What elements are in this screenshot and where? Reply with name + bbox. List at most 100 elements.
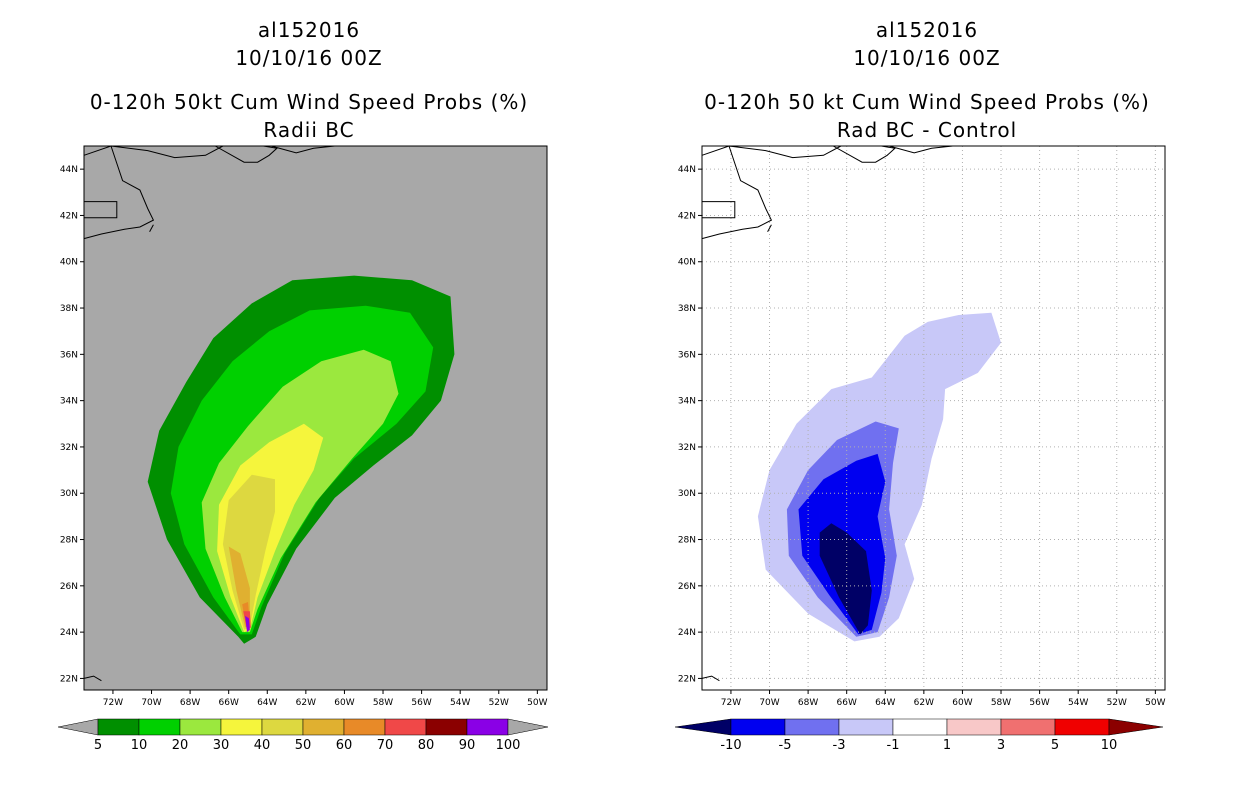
y-tick-label: 34N: [678, 397, 696, 407]
colorbar-label: -10: [720, 738, 741, 753]
colorbar-swatch: [302, 718, 345, 736]
y-tick-label: 30N: [678, 489, 696, 499]
colorbar-swatch: [261, 718, 304, 736]
colorbar-swatch: [730, 718, 786, 736]
y-tick-label: 34N: [60, 397, 78, 407]
colorbar-label: 80: [418, 738, 435, 753]
y-tick-label: 26N: [60, 582, 78, 592]
chart-title: 0-120h 50 kt Cum Wind Speed Probs (%): [704, 90, 1150, 114]
y-tick-label: 36N: [60, 350, 78, 360]
colorbar-swatch: [1054, 718, 1110, 736]
y-tick-label: 38N: [60, 304, 78, 314]
coastline: [149, 224, 154, 232]
coastline: [767, 224, 772, 232]
colorbar-label: 10: [131, 738, 148, 753]
y-tick-label: 38N: [678, 304, 696, 314]
plot-frame: [83, 145, 548, 691]
colorbar-label: 10: [1101, 738, 1118, 753]
colorbar-label: 3: [997, 738, 1005, 753]
x-tick-label: 56W: [411, 698, 431, 708]
coastline: [214, 145, 278, 163]
colorbar-swatch: [892, 718, 948, 736]
colorbar-swatch: [179, 718, 222, 736]
y-tick-label: 32N: [60, 443, 78, 453]
x-tick-label: 72W: [721, 698, 741, 708]
x-tick-label: 58W: [373, 698, 393, 708]
x-tick-label: 54W: [450, 698, 470, 708]
colorbar-swatch: [220, 718, 263, 736]
colorbar-swatch: [946, 718, 1002, 736]
y-tick-label: 28N: [678, 536, 696, 546]
chart-subtitle: Radii BC: [263, 118, 355, 142]
colorbar-label: -5: [779, 738, 792, 753]
x-tick-label: 66W: [837, 698, 857, 708]
y-tick-label: 28N: [60, 536, 78, 546]
colorbar-swatch: [97, 718, 140, 736]
colorbar-arrow-high: [507, 718, 549, 736]
coastline: [270, 145, 335, 154]
x-tick-label: 64W: [875, 698, 895, 708]
colorbar-swatch: [1000, 718, 1056, 736]
coastline: [83, 675, 102, 682]
y-tick-label: 40N: [60, 258, 78, 268]
y-tick-label: 40N: [678, 258, 696, 268]
chart-subtitle: Rad BC - Control: [836, 118, 1018, 142]
chart-title: 0-120h 50kt Cum Wind Speed Probs (%): [89, 90, 529, 114]
colorbar-label: 50: [295, 738, 312, 753]
y-tick-label: 44N: [678, 165, 696, 175]
y-tick-label: 24N: [60, 628, 78, 638]
x-tick-label: 60W: [952, 698, 972, 708]
right-panel: al152016 10/10/16 00Z 0-120h 50 kt Cum W…: [618, 0, 1236, 800]
x-tick-label: 62W: [296, 698, 316, 708]
left-panel: al152016 10/10/16 00Z 0-120h 50kt Cum Wi…: [57, 18, 549, 753]
y-tick-label: 22N: [678, 674, 696, 684]
colorbar-label: 100: [496, 738, 521, 753]
x-tick-label: 52W: [1107, 698, 1127, 708]
y-tick-label: 22N: [60, 674, 78, 684]
coastline: [728, 145, 842, 159]
coastline: [702, 201, 736, 219]
colorbar-arrow-low: [57, 718, 99, 736]
colorbar-arrow-high: [1108, 718, 1164, 736]
colorbar-swatch: [466, 718, 509, 736]
x-tick-label: 70W: [759, 698, 779, 708]
x-tick-label: 62W: [914, 698, 934, 708]
colorbar-label: 40: [254, 738, 271, 753]
x-tick-label: 54W: [1068, 698, 1088, 708]
colorbar-label: 20: [172, 738, 189, 753]
valid-time: 10/10/16 00Z: [235, 46, 383, 70]
colorbar-swatch: [425, 718, 468, 736]
y-tick-label: 44N: [60, 165, 78, 175]
contour-level-40: [222, 474, 275, 630]
x-tick-label: 66W: [219, 698, 239, 708]
x-tick-label: 68W: [798, 698, 818, 708]
coastline: [701, 675, 720, 682]
x-tick-label: 72W: [103, 698, 123, 708]
left-map-chart: 72W 70W 68W 66W 64W 62W 60W 58W 56W 54W 52W 50W 22N 2…: [57, 145, 549, 753]
colorbar-label: 5: [1051, 738, 1059, 753]
coastline: [701, 145, 773, 240]
coastline: [110, 145, 224, 159]
y-tick-label: 30N: [60, 489, 78, 499]
valid-time: 10/10/16 00Z: [853, 46, 1001, 70]
colorbar-swatch: [384, 718, 427, 736]
colorbar-swatch: [343, 718, 386, 736]
colorbar-arrow-low: [674, 718, 732, 736]
x-tick-label: 64W: [257, 698, 277, 708]
colorbar-swatch: [138, 718, 181, 736]
storm-id: al152016: [875, 18, 979, 42]
colorbar-label: 5: [94, 738, 102, 753]
colorbar-label: 60: [336, 738, 353, 753]
x-tick-label: 60W: [334, 698, 354, 708]
x-tick-label: 56W: [1029, 698, 1049, 708]
colorbar-swatch: [784, 718, 840, 736]
right-map-chart: 72W 70W 68W 66W 64W 62W 60W 58W 56W 54W 52W 50W 22N 2…: [674, 145, 1166, 753]
colorbar-label: -3: [833, 738, 846, 753]
plot-frame: [701, 145, 1166, 691]
y-tick-label: 42N: [60, 211, 78, 221]
colorbar-label: -1: [887, 738, 900, 753]
x-tick-label: 52W: [489, 698, 509, 708]
y-tick-label: 26N: [678, 582, 696, 592]
x-tick-label: 50W: [1145, 698, 1165, 708]
coastline: [888, 145, 953, 154]
